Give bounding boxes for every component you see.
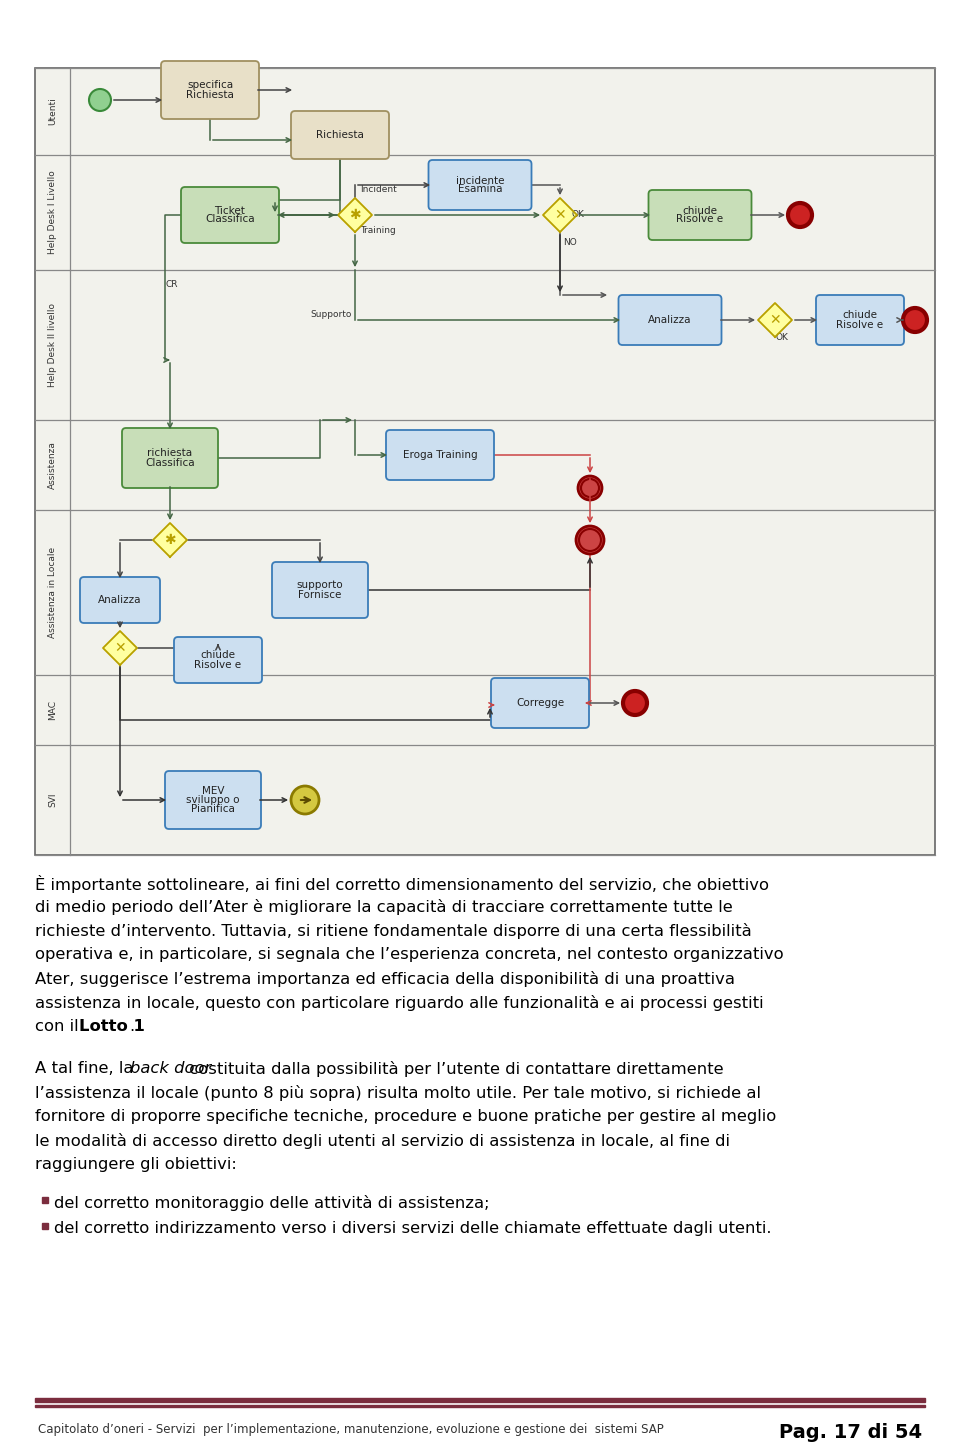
Text: sviluppo o: sviluppo o bbox=[186, 795, 240, 805]
Text: Classifica: Classifica bbox=[145, 457, 195, 468]
Text: Classifica: Classifica bbox=[205, 215, 254, 225]
Circle shape bbox=[578, 476, 602, 501]
Text: assistenza in locale, questo con particolare riguardo alle funzionalità e ai pro: assistenza in locale, questo con partico… bbox=[35, 996, 763, 1012]
Text: OK: OK bbox=[572, 211, 585, 219]
Text: MEV: MEV bbox=[202, 786, 225, 797]
Circle shape bbox=[581, 479, 599, 496]
Text: Lotto 1: Lotto 1 bbox=[79, 1019, 145, 1035]
Text: Analizza: Analizza bbox=[648, 315, 692, 325]
Text: Ater, suggerisce l’estrema importanza ed efficacia della disponibilità di una pr: Ater, suggerisce l’estrema importanza ed… bbox=[35, 971, 735, 987]
Text: Help Desk II livello: Help Desk II livello bbox=[48, 303, 57, 387]
Bar bbox=[42, 1198, 48, 1203]
Text: supporto: supporto bbox=[297, 580, 344, 590]
FancyBboxPatch shape bbox=[272, 561, 368, 618]
Text: Supporto: Supporto bbox=[310, 310, 351, 319]
Text: Ticket: Ticket bbox=[215, 205, 246, 215]
Text: Eroga Training: Eroga Training bbox=[402, 450, 477, 460]
Text: Richiesta: Richiesta bbox=[316, 130, 364, 140]
Text: le modalità di accesso diretto degli utenti al servizio di assistenza in locale,: le modalità di accesso diretto degli ute… bbox=[35, 1133, 730, 1149]
FancyBboxPatch shape bbox=[618, 294, 722, 345]
Text: chiude: chiude bbox=[683, 205, 717, 215]
FancyBboxPatch shape bbox=[161, 61, 259, 118]
Polygon shape bbox=[543, 198, 577, 232]
Text: ✕: ✕ bbox=[114, 641, 126, 655]
Text: chiude: chiude bbox=[843, 310, 877, 320]
Text: MAC: MAC bbox=[48, 700, 57, 720]
Text: Risolve e: Risolve e bbox=[195, 659, 242, 670]
Bar bbox=[35, 1398, 925, 1403]
Text: È importante sottolineare, ai fini del corretto dimensionamento del servizio, ch: È importante sottolineare, ai fini del c… bbox=[35, 874, 769, 893]
Polygon shape bbox=[103, 631, 137, 665]
Text: fornitore di proporre specifiche tecniche, procedure e buone pratiche per gestir: fornitore di proporre specifiche tecnich… bbox=[35, 1110, 777, 1124]
Text: chiude: chiude bbox=[201, 651, 235, 661]
FancyBboxPatch shape bbox=[649, 190, 752, 240]
Text: Pianifica: Pianifica bbox=[191, 804, 235, 814]
Circle shape bbox=[576, 527, 604, 554]
Text: operativa e, in particolare, si segnala che l’esperienza concreta, nel contesto : operativa e, in particolare, si segnala … bbox=[35, 947, 783, 962]
FancyBboxPatch shape bbox=[122, 429, 218, 488]
Text: del corretto monitoraggio delle attività di assistenza;: del corretto monitoraggio delle attività… bbox=[54, 1195, 490, 1211]
Circle shape bbox=[579, 530, 601, 551]
Text: Fornisce: Fornisce bbox=[299, 590, 342, 599]
Text: specifica: specifica bbox=[187, 81, 233, 91]
FancyBboxPatch shape bbox=[165, 771, 261, 828]
Text: richiesta: richiesta bbox=[148, 449, 193, 459]
Polygon shape bbox=[758, 303, 792, 338]
Text: ✱: ✱ bbox=[349, 208, 361, 222]
Text: di medio periodo dell’Ater è migliorare la capacità di tracciare correttamente t: di medio periodo dell’Ater è migliorare … bbox=[35, 899, 732, 915]
FancyBboxPatch shape bbox=[491, 678, 589, 729]
Text: Assistenza in Locale: Assistenza in Locale bbox=[48, 547, 57, 638]
Polygon shape bbox=[338, 198, 372, 232]
FancyBboxPatch shape bbox=[386, 430, 494, 481]
Text: Richiesta: Richiesta bbox=[186, 89, 234, 100]
Circle shape bbox=[903, 307, 927, 332]
FancyBboxPatch shape bbox=[291, 111, 389, 159]
Text: ✱: ✱ bbox=[164, 532, 176, 547]
Circle shape bbox=[291, 786, 319, 814]
Text: con il: con il bbox=[35, 1019, 84, 1035]
Text: SVI: SVI bbox=[48, 792, 57, 807]
Bar bbox=[35, 1405, 925, 1407]
Text: Assistenza: Assistenza bbox=[48, 442, 57, 489]
Text: Analizza: Analizza bbox=[98, 595, 142, 605]
Text: A tal fine, la: A tal fine, la bbox=[35, 1061, 139, 1076]
Text: incidente: incidente bbox=[456, 176, 504, 186]
Text: del corretto indirizzamento verso i diversi servizi delle chiamate effettuate da: del corretto indirizzamento verso i dive… bbox=[54, 1221, 772, 1237]
Text: Utenti: Utenti bbox=[48, 98, 57, 126]
Text: Risolve e: Risolve e bbox=[677, 215, 724, 225]
Text: Capitolato d’oneri - Servizi  per l’implementazione, manutenzione, evoluzione e : Capitolato d’oneri - Servizi per l’imple… bbox=[38, 1423, 663, 1436]
Text: ✕: ✕ bbox=[769, 313, 780, 328]
FancyBboxPatch shape bbox=[816, 294, 904, 345]
FancyBboxPatch shape bbox=[80, 577, 160, 623]
Text: Esamina: Esamina bbox=[458, 185, 502, 195]
Text: richieste d’intervento. Tuttavia, si ritiene fondamentale disporre di una certa : richieste d’intervento. Tuttavia, si rit… bbox=[35, 924, 752, 939]
Text: costituita dalla possibilità per l’utente di contattare direttamente: costituita dalla possibilità per l’utent… bbox=[183, 1061, 723, 1076]
Circle shape bbox=[623, 691, 647, 714]
Text: NO: NO bbox=[563, 238, 577, 247]
Text: Training: Training bbox=[360, 227, 396, 235]
Text: back door: back door bbox=[130, 1061, 211, 1076]
Text: Risolve e: Risolve e bbox=[836, 319, 883, 329]
Text: CR: CR bbox=[165, 280, 178, 289]
Bar bbox=[42, 1224, 48, 1229]
FancyBboxPatch shape bbox=[181, 188, 279, 242]
Circle shape bbox=[89, 89, 111, 111]
Text: Help Desk I Livello: Help Desk I Livello bbox=[48, 170, 57, 254]
Text: l’assistenza il locale (punto 8 più sopra) risulta molto utile. Per tale motivo,: l’assistenza il locale (punto 8 più sopr… bbox=[35, 1085, 761, 1101]
Text: ✕: ✕ bbox=[554, 208, 565, 222]
Polygon shape bbox=[153, 522, 187, 557]
Text: OK: OK bbox=[776, 333, 789, 342]
FancyBboxPatch shape bbox=[428, 160, 532, 211]
Text: raggiungere gli obiettivi:: raggiungere gli obiettivi: bbox=[35, 1157, 237, 1172]
Text: Incident: Incident bbox=[360, 185, 396, 193]
Text: Corregge: Corregge bbox=[516, 698, 564, 709]
Text: Pag. 17 di 54: Pag. 17 di 54 bbox=[779, 1423, 922, 1442]
Bar bbox=[35, 68, 935, 856]
Circle shape bbox=[788, 203, 812, 227]
Text: .: . bbox=[130, 1019, 134, 1035]
FancyBboxPatch shape bbox=[174, 636, 262, 683]
